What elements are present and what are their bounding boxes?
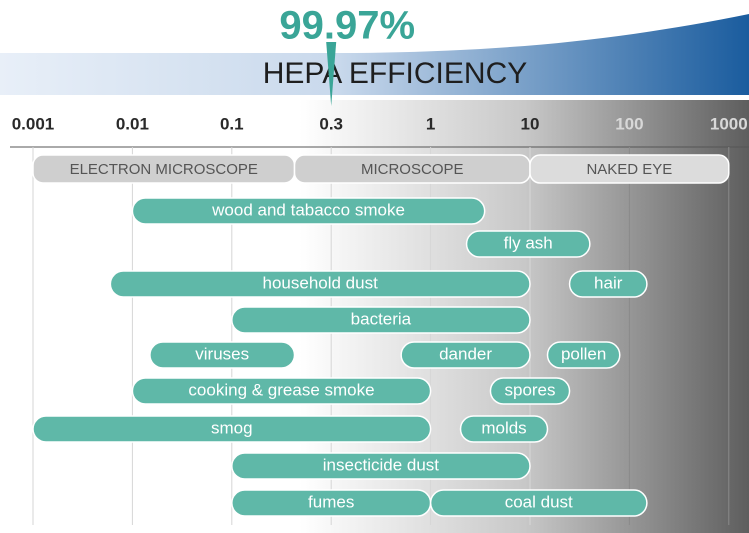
range-label: viruses	[195, 344, 249, 363]
marker-needle	[326, 42, 337, 106]
range-label: fly ash	[504, 233, 553, 252]
range-bar	[546, 341, 621, 369]
range-label: pollen	[561, 344, 606, 363]
x-tick-label: 0.1	[220, 114, 244, 133]
banner	[0, 14, 749, 95]
range-label: hair	[594, 273, 623, 292]
x-tick-label: 10	[521, 114, 540, 133]
range-label: fumes	[308, 492, 354, 511]
range-label: cooking & grease smoke	[188, 380, 374, 399]
range-label: dander	[439, 344, 492, 363]
band-label: ELECTRON MICROSCOPE	[70, 161, 258, 178]
range-bar	[231, 306, 531, 334]
range-label: insecticide dust	[323, 455, 440, 474]
range-bar	[465, 230, 591, 258]
x-tick-label: 0.01	[116, 114, 149, 133]
range-label: molds	[481, 418, 526, 437]
x-tick-label: 1000	[710, 114, 748, 133]
range-label: bacteria	[351, 309, 412, 328]
range-bar	[231, 452, 531, 480]
range-bar	[131, 377, 432, 405]
x-tick-label: 0.001	[12, 114, 55, 133]
range-label: household dust	[263, 273, 379, 292]
range-label: smog	[211, 418, 253, 437]
range-bar	[400, 341, 531, 369]
range-bar	[149, 341, 296, 369]
range-bar	[109, 270, 531, 298]
x-tick-label: 100	[615, 114, 643, 133]
range-bar	[459, 415, 549, 443]
range-bar	[32, 415, 432, 443]
efficiency-label: 99.97%	[279, 4, 415, 48]
range-bar	[131, 197, 486, 225]
range-bar	[568, 270, 648, 298]
chart-title: HEPA EFFICIENCY	[263, 57, 528, 90]
range-label: spores	[504, 380, 555, 399]
band-label: NAKED EYE	[586, 161, 672, 178]
band-label: MICROSCOPE	[361, 161, 464, 178]
x-tick-label: 0.3	[319, 114, 343, 133]
range-bar	[489, 377, 571, 405]
band	[529, 154, 730, 184]
x-tick-label: 1	[426, 114, 435, 133]
range-label: wood and tabacco smoke	[211, 200, 405, 219]
range-bar	[429, 489, 648, 517]
range-label: coal dust	[505, 492, 573, 511]
